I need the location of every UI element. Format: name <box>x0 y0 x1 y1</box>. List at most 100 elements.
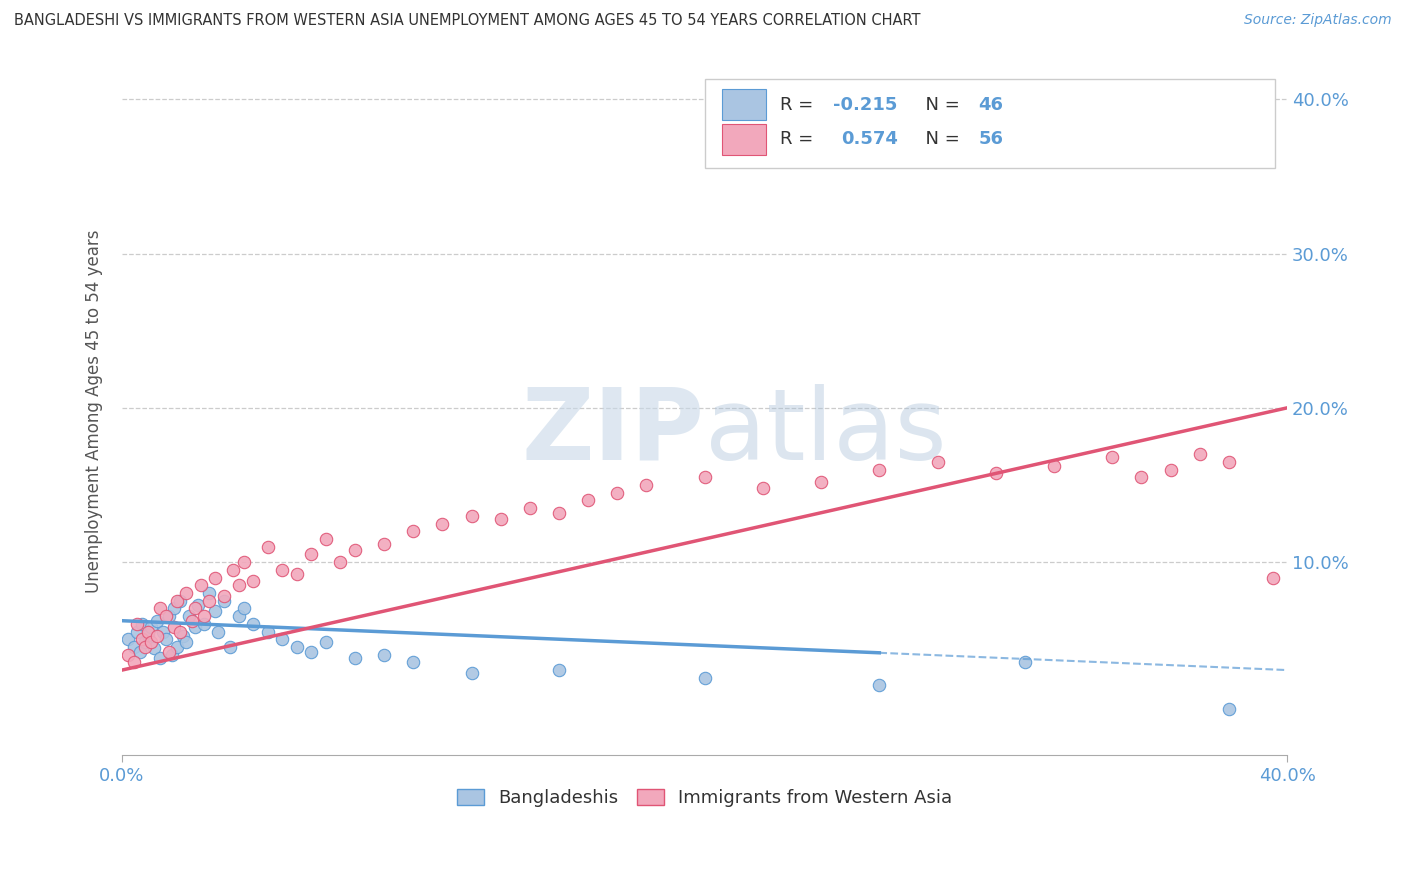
Point <box>810 475 832 489</box>
Point <box>157 644 180 658</box>
Point <box>134 635 156 649</box>
Point <box>373 536 395 550</box>
Point <box>122 640 145 654</box>
Text: 56: 56 <box>979 130 1004 148</box>
Point <box>207 624 229 639</box>
Text: atlas: atlas <box>704 384 946 481</box>
Point <box>1130 470 1153 484</box>
Point <box>256 540 278 554</box>
Point <box>1014 656 1036 670</box>
Point <box>402 524 425 539</box>
Point <box>233 555 256 569</box>
Point <box>460 666 482 681</box>
Point <box>128 644 150 658</box>
Point <box>212 589 235 603</box>
Text: R =: R = <box>780 130 825 148</box>
Point <box>131 616 153 631</box>
Point <box>169 624 191 639</box>
Point <box>136 624 159 639</box>
Point <box>152 624 174 639</box>
Point <box>285 640 308 654</box>
Point <box>157 609 180 624</box>
Point <box>984 466 1007 480</box>
Point <box>752 481 775 495</box>
Point <box>143 641 166 656</box>
Point <box>373 648 395 662</box>
Point <box>141 620 163 634</box>
Point <box>299 644 322 658</box>
Point <box>1188 447 1211 461</box>
Point <box>166 593 188 607</box>
Point <box>299 548 322 562</box>
Point <box>315 532 337 546</box>
Point <box>155 609 177 624</box>
Bar <box>723 124 766 154</box>
Point <box>146 614 169 628</box>
Point <box>169 593 191 607</box>
Point <box>271 632 294 647</box>
Point <box>198 586 221 600</box>
Legend: Bangladeshis, Immigrants from Western Asia: Bangladeshis, Immigrants from Western As… <box>450 781 959 814</box>
FancyBboxPatch shape <box>704 78 1275 168</box>
Point <box>285 567 308 582</box>
Point <box>125 616 148 631</box>
Point <box>344 650 367 665</box>
Text: Source: ZipAtlas.com: Source: ZipAtlas.com <box>1244 13 1392 28</box>
Point <box>193 609 215 624</box>
Point <box>329 555 352 569</box>
Point <box>193 616 215 631</box>
Point <box>181 614 204 628</box>
Point <box>149 601 172 615</box>
Point <box>1218 455 1240 469</box>
Text: 0.574: 0.574 <box>841 130 898 148</box>
Point <box>460 508 482 523</box>
Text: BANGLADESHI VS IMMIGRANTS FROM WESTERN ASIA UNEMPLOYMENT AMONG AGES 45 TO 54 YEA: BANGLADESHI VS IMMIGRANTS FROM WESTERN A… <box>14 13 921 29</box>
Point <box>190 578 212 592</box>
Point <box>1160 462 1182 476</box>
Point <box>141 635 163 649</box>
Point <box>228 609 250 624</box>
Text: R =: R = <box>780 96 820 114</box>
Point <box>402 656 425 670</box>
Point <box>868 462 890 476</box>
Point <box>693 470 716 484</box>
Point <box>117 648 139 662</box>
Point <box>636 478 658 492</box>
Point <box>256 624 278 639</box>
Point <box>548 506 571 520</box>
Point <box>1218 701 1240 715</box>
Point <box>117 632 139 647</box>
Point <box>187 599 209 613</box>
Text: N =: N = <box>914 96 966 114</box>
Point <box>233 601 256 615</box>
Point <box>163 601 186 615</box>
Point <box>271 563 294 577</box>
Point <box>198 593 221 607</box>
Point <box>177 609 200 624</box>
Point <box>204 604 226 618</box>
Point <box>163 620 186 634</box>
Point <box>242 616 264 631</box>
Point <box>136 627 159 641</box>
Point <box>693 671 716 685</box>
Point <box>1101 450 1123 465</box>
Point <box>222 563 245 577</box>
Point <box>166 640 188 654</box>
Text: ZIP: ZIP <box>522 384 704 481</box>
Point <box>548 663 571 677</box>
Point <box>868 678 890 692</box>
Point <box>489 512 512 526</box>
Point <box>204 570 226 584</box>
Point <box>125 624 148 639</box>
Point <box>606 485 628 500</box>
Y-axis label: Unemployment Among Ages 45 to 54 years: Unemployment Among Ages 45 to 54 years <box>86 230 103 593</box>
Point <box>131 632 153 647</box>
Point <box>172 629 194 643</box>
Point <box>1043 459 1066 474</box>
Point <box>242 574 264 588</box>
Point <box>155 632 177 647</box>
Point <box>432 516 454 531</box>
Point <box>218 640 240 654</box>
Point <box>228 578 250 592</box>
Point <box>1261 570 1284 584</box>
